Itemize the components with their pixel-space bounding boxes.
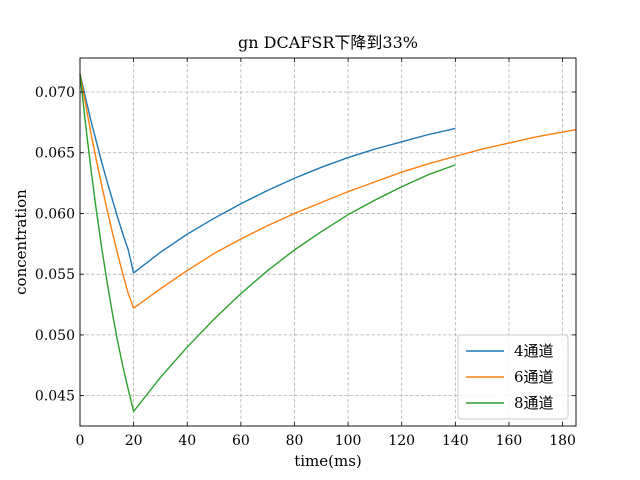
legend-box xyxy=(457,334,569,420)
series-lines xyxy=(79,73,577,413)
plot-frame xyxy=(79,57,577,427)
legend-label-2: 6通道 xyxy=(514,368,554,386)
ticks: 0 20 40 60 80 100 120 140 160 180 0.045 0.050 0.055 0… xyxy=(35,58,576,449)
x-tick-label: 60 xyxy=(232,433,250,449)
series-line-3 xyxy=(79,73,456,413)
y-tick-label: 0.060 xyxy=(35,206,75,222)
grid xyxy=(79,58,576,426)
series-line-1 xyxy=(79,73,456,274)
x-tick-label: 120 xyxy=(388,433,415,449)
x-axis-label: time(ms) xyxy=(294,452,362,470)
legend-label-1: 4通道 xyxy=(514,342,554,360)
y-tick-label: 0.065 xyxy=(35,146,75,162)
x-tick-label: 140 xyxy=(442,433,469,449)
x-tick-label: 100 xyxy=(335,433,362,449)
x-tick-label: 180 xyxy=(549,433,576,449)
x-tick-label: 160 xyxy=(496,433,523,449)
y-axis-label: concentration xyxy=(12,189,30,295)
y-tick-label: 0.045 xyxy=(35,389,75,405)
y-tick-label: 0.070 xyxy=(35,85,75,101)
x-tick-label: 40 xyxy=(178,433,196,449)
series-line-2 xyxy=(79,73,577,309)
legend: 4通道 6通道 8通道 xyxy=(457,334,569,420)
chart-title: gn DCAFSR下降到33% xyxy=(238,33,418,52)
x-tick-label: 80 xyxy=(286,433,304,449)
y-tick-label: 0.050 xyxy=(35,328,75,344)
y-tick-label: 0.055 xyxy=(35,267,75,283)
legend-label-3: 8通道 xyxy=(514,394,554,412)
x-tick-label: 20 xyxy=(125,433,143,449)
axes xyxy=(79,57,577,427)
x-tick-label: 0 xyxy=(76,433,85,449)
